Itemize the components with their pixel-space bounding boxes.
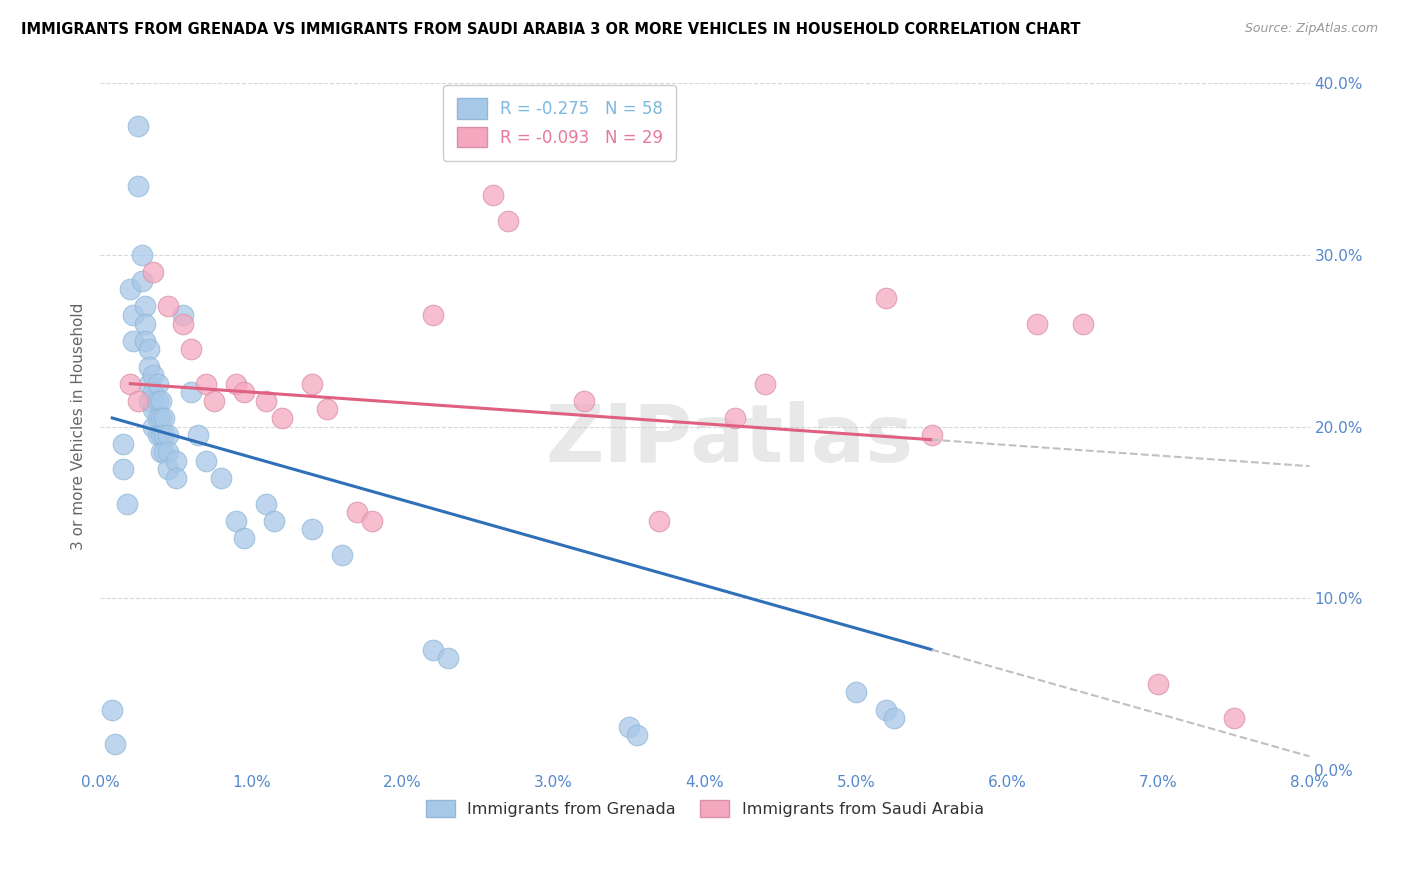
Point (619, 720, 641, 734)
Point (134, 334, 156, 348)
Point (142, 385, 165, 400)
Point (152, 445, 174, 459)
Point (142, 265, 165, 279)
Point (165, 471, 187, 485)
Point (1147, 677, 1170, 691)
Point (138, 359, 160, 374)
Point (845, 685, 868, 699)
Point (225, 376, 247, 391)
Text: ZIPatlas: ZIPatlas (546, 401, 912, 479)
Point (165, 454, 187, 468)
Point (131, 248, 153, 262)
Legend: Immigrants from Grenada, Immigrants from Saudi Arabia: Immigrants from Grenada, Immigrants from… (419, 794, 990, 823)
Point (101, 703, 124, 717)
Point (122, 308, 145, 322)
Point (626, 728, 648, 742)
Point (194, 376, 217, 391)
Text: Source: ZipAtlas.com: Source: ZipAtlas.com (1244, 22, 1378, 36)
Point (572, 393, 595, 408)
Point (270, 411, 292, 425)
Point (361, 514, 384, 528)
Point (315, 402, 337, 417)
Point (180, 385, 202, 400)
Point (232, 385, 254, 400)
Point (131, 274, 153, 288)
Point (149, 411, 172, 425)
Point (754, 376, 776, 391)
Point (138, 393, 160, 408)
Point (194, 454, 217, 468)
Point (263, 514, 285, 528)
Point (157, 462, 180, 476)
Point (225, 514, 247, 528)
Text: IMMIGRANTS FROM GRENADA VS IMMIGRANTS FROM SAUDI ARABIA 3 OR MORE VEHICLES IN HO: IMMIGRANTS FROM GRENADA VS IMMIGRANTS FR… (21, 22, 1081, 37)
Point (301, 376, 323, 391)
Point (157, 428, 180, 442)
Point (180, 343, 202, 357)
Point (498, 213, 520, 227)
Point (648, 514, 671, 528)
Point (330, 548, 353, 562)
Point (422, 308, 444, 322)
Point (138, 343, 160, 357)
Point (1026, 317, 1049, 331)
Point (152, 428, 174, 442)
Point (142, 368, 165, 382)
Point (1071, 317, 1094, 331)
Point (724, 411, 747, 425)
Point (209, 471, 232, 485)
Point (346, 505, 368, 519)
Point (422, 642, 444, 657)
Point (875, 291, 897, 305)
Point (127, 393, 149, 408)
Point (157, 300, 180, 314)
Point (152, 411, 174, 425)
Point (149, 428, 172, 442)
Point (120, 282, 142, 296)
Point (138, 376, 160, 391)
Point (111, 436, 134, 450)
Point (122, 334, 145, 348)
Point (437, 651, 460, 665)
Point (202, 393, 225, 408)
Point (127, 120, 149, 134)
Point (254, 497, 277, 511)
Point (146, 376, 169, 391)
Point (134, 317, 156, 331)
Point (172, 308, 194, 322)
Point (301, 523, 323, 537)
Point (146, 393, 169, 408)
Point (149, 393, 172, 408)
Point (254, 393, 277, 408)
Point (104, 737, 127, 751)
Point (482, 188, 505, 202)
Point (127, 179, 149, 194)
Point (875, 703, 897, 717)
Y-axis label: 3 or more Vehicles in Household: 3 or more Vehicles in Household (72, 303, 86, 550)
Point (172, 317, 194, 331)
Point (149, 445, 172, 459)
Point (117, 497, 139, 511)
Point (232, 531, 254, 545)
Point (187, 428, 209, 442)
Point (120, 376, 142, 391)
Point (134, 300, 156, 314)
Point (157, 445, 180, 459)
Point (142, 402, 165, 417)
Point (883, 711, 905, 725)
Point (146, 411, 169, 425)
Point (111, 462, 134, 476)
Point (1223, 711, 1246, 725)
Point (921, 428, 943, 442)
Point (146, 428, 169, 442)
Point (142, 419, 165, 434)
